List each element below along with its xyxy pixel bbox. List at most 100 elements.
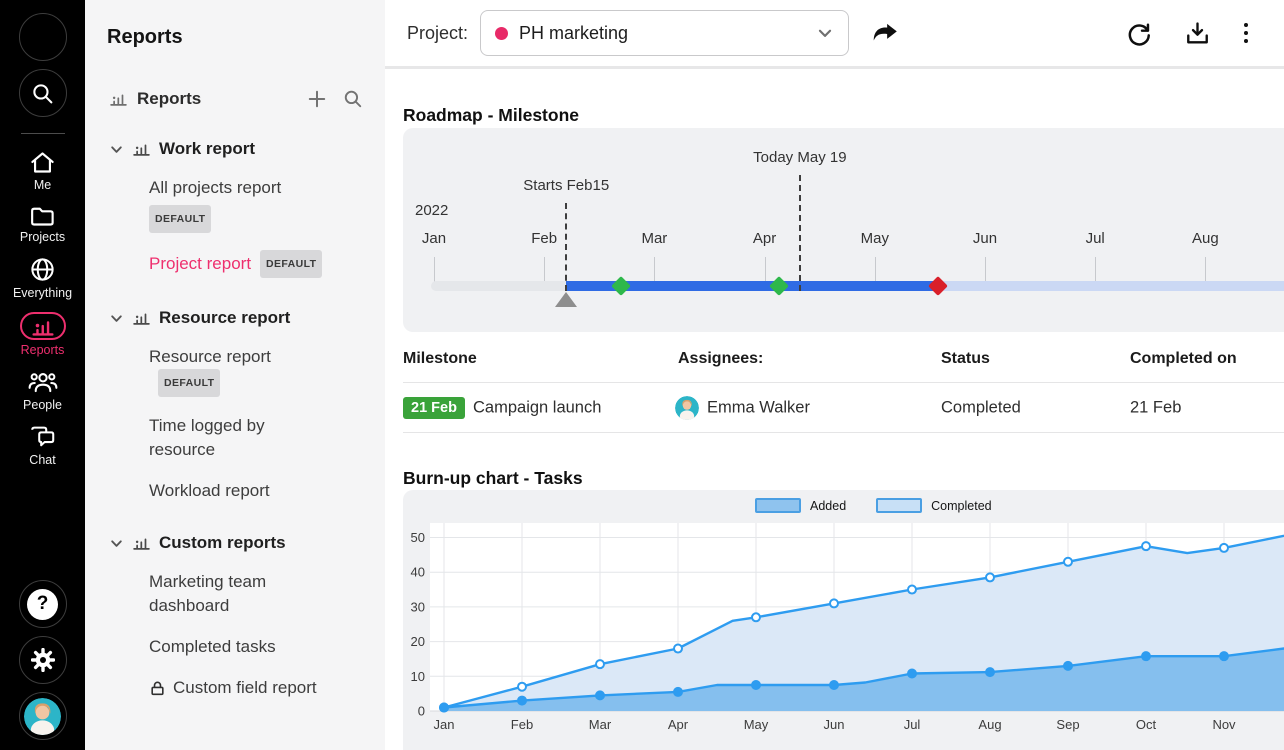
sidebar-item-custom-field-report[interactable]: Custom field report	[149, 676, 334, 700]
sidebar-item-project-report[interactable]: Project reportDEFAULT	[149, 250, 334, 278]
burnup-title: Burn-up chart - Tasks	[403, 468, 583, 489]
chevron-down-icon	[109, 536, 124, 551]
column-header-completed-on: Completed on	[1130, 350, 1237, 368]
milestone-diamond[interactable]	[611, 276, 631, 296]
svg-text:20: 20	[411, 634, 425, 649]
nav-item-people[interactable]: People	[23, 369, 62, 412]
nav-label: People	[23, 398, 62, 412]
sidebar-item-marketing-team-dashboard[interactable]: Marketing team dashboard	[149, 570, 334, 618]
assignee-name: Emma Walker	[707, 398, 810, 417]
add-report-button[interactable]	[307, 89, 327, 109]
bar-chart-icon	[132, 141, 151, 157]
milestone-completed-on: 21 Feb	[1130, 398, 1181, 417]
assignee-avatar	[675, 396, 699, 420]
legend-swatch-added	[755, 498, 801, 513]
chevron-down-icon	[109, 142, 124, 157]
default-badge: DEFAULT	[260, 250, 322, 278]
gear-icon	[31, 648, 55, 672]
today-dashed-line	[799, 175, 801, 291]
nav-label: Everything	[13, 286, 72, 300]
milestone-table-row[interactable]: 21 Feb Campaign launch Emma Walker Compl…	[403, 382, 1284, 433]
search-reports-button[interactable]	[343, 89, 363, 109]
svg-text:10: 10	[411, 669, 425, 684]
help-icon: ?	[27, 589, 58, 620]
sidebar-item-all-projects-report[interactable]: All projects report DEFAULT	[149, 176, 334, 233]
download-button[interactable]	[1184, 20, 1211, 47]
chevron-down-icon	[816, 24, 834, 42]
svg-text:0: 0	[418, 704, 425, 719]
timeline-tick	[434, 257, 435, 282]
nav-item-chat[interactable]: Chat	[29, 424, 57, 467]
reports-sidebar: Reports Reports	[85, 0, 385, 750]
milestone-table-header: Milestone Assignees: Status Completed on	[403, 350, 1284, 372]
help-button[interactable]: ?	[19, 580, 67, 628]
sidebar-group-custom-reports: Custom reports Marketing team dashboard …	[109, 533, 369, 700]
chart-legend: Added Completed	[755, 498, 992, 513]
timeline-start-label: Starts Feb15	[476, 177, 656, 194]
sidebar-item-resource-report[interactable]: Resource reportDEFAULT	[149, 345, 334, 397]
column-header-milestone: Milestone	[403, 350, 477, 368]
timeline-tick	[654, 257, 655, 282]
milestone-diamond[interactable]	[769, 276, 789, 296]
project-label: Project:	[407, 23, 468, 44]
nav-label: Reports	[21, 343, 65, 357]
svg-text:Mar: Mar	[589, 717, 612, 732]
add-button[interactable]	[19, 13, 67, 61]
svg-text:May: May	[744, 717, 769, 732]
globe-icon	[29, 256, 56, 283]
bar-chart-icon	[132, 535, 151, 551]
timeline-today-label: Today May 19	[710, 149, 890, 166]
svg-text:30: 30	[411, 599, 425, 614]
svg-text:Oct: Oct	[1136, 717, 1157, 732]
nav-bottom-group: ?	[19, 580, 67, 750]
timeline-month-label: Jan	[404, 230, 464, 247]
timeline-month-label: Jul	[1065, 230, 1125, 247]
legend-item-completed[interactable]: Completed	[876, 498, 991, 513]
timeline-tick	[1095, 257, 1096, 282]
refresh-button[interactable]	[1124, 20, 1151, 47]
svg-text:Nov: Nov	[1212, 717, 1236, 732]
svg-text:Feb: Feb	[511, 717, 533, 732]
people-icon	[28, 369, 58, 395]
legend-label: Completed	[931, 499, 991, 513]
svg-text:Sep: Sep	[1056, 717, 1079, 732]
group-label: Custom reports	[159, 533, 286, 553]
project-color-dot	[495, 27, 508, 40]
folder-icon	[29, 204, 56, 227]
svg-text:Apr: Apr	[668, 717, 689, 732]
project-dropdown[interactable]: PH marketing	[480, 10, 849, 56]
share-forward-icon[interactable]	[870, 20, 900, 46]
user-avatar-button[interactable]	[19, 692, 67, 740]
svg-text:50: 50	[411, 530, 425, 545]
kebab-menu-icon[interactable]	[1244, 23, 1249, 44]
sidebar-group-header-work-report[interactable]: Work report	[109, 139, 369, 159]
sidebar-group-header-custom-reports[interactable]: Custom reports	[109, 533, 369, 553]
nav-item-me[interactable]: Me	[29, 150, 56, 192]
legend-swatch-completed	[876, 498, 922, 513]
nav-label: Me	[34, 178, 51, 192]
sidebar-section-label: Reports	[137, 89, 201, 109]
legend-item-added[interactable]: Added	[755, 498, 846, 513]
timeline-month-label: Mar	[624, 230, 684, 247]
settings-button[interactable]	[19, 636, 67, 684]
svg-text:Jul: Jul	[904, 717, 921, 732]
sidebar-item-completed-tasks[interactable]: Completed tasks	[149, 635, 334, 659]
sidebar-item-workload-report[interactable]: Workload report	[149, 479, 334, 503]
lock-icon	[149, 680, 166, 697]
sidebar-group-resource-report: Resource report Resource reportDEFAULT T…	[109, 308, 369, 503]
home-icon	[29, 150, 56, 175]
bar-chart-icon	[109, 91, 128, 107]
burnup-chart: Added Completed JanFebMarAprMayJunJulAug…	[403, 490, 1284, 750]
toolbar: Project: PH marketing	[385, 0, 1284, 69]
milestone-diamond[interactable]	[928, 276, 948, 296]
sidebar-group-header-resource-report[interactable]: Resource report	[109, 308, 369, 328]
timeline-bar-planned	[431, 281, 566, 291]
nav-item-everything[interactable]: Everything	[13, 256, 72, 300]
group-label: Resource report	[159, 308, 290, 328]
nav-item-projects[interactable]: Projects	[20, 204, 65, 244]
timeline-month-label: Aug	[1175, 230, 1235, 247]
global-search-button[interactable]	[19, 69, 67, 117]
sidebar-item-time-logged-by-resource[interactable]: Time logged by resource	[149, 414, 334, 462]
column-header-status: Status	[941, 350, 990, 368]
nav-item-reports[interactable]: Reports	[20, 312, 66, 357]
